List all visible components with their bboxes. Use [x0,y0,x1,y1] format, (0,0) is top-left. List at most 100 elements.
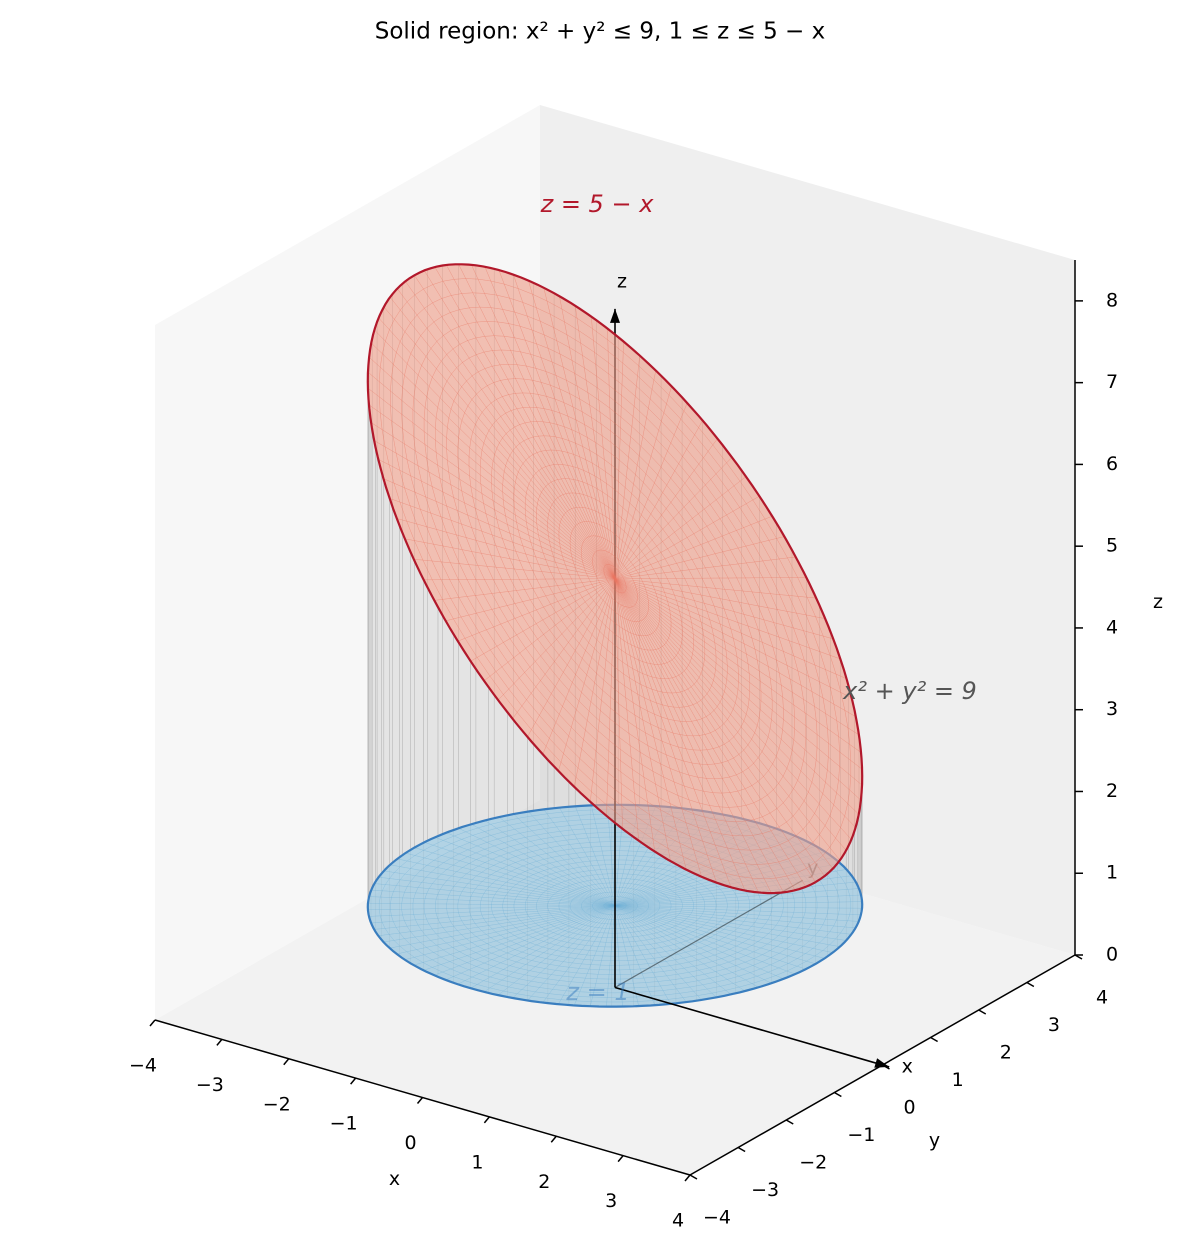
x-tick-label: 1 [471,1151,483,1173]
bottom-disk-cell [424,904,435,909]
bottom-disk-cell [379,897,391,903]
bottom-disk-cell [602,851,611,856]
bottom-disk-cell [403,892,416,898]
x-tick-label: −4 [129,1055,157,1077]
bottom-disk-cell [402,909,414,915]
bottom-disk-cell [760,907,772,911]
bottom-disk-cell [435,904,446,909]
bottom-disk-cell [599,965,610,970]
bottom-disk-cell [772,907,784,912]
bottom-disk-cell [705,904,716,907]
bottom-disk-cell [804,892,817,898]
bottom-disk-cell [469,900,481,904]
bottom-disk-cell [536,905,547,907]
bottom-disk-cell [492,905,503,908]
bottom-disk-cell [435,909,447,914]
x-tick-label: 0 [404,1132,416,1154]
x-arrow-label: x [902,1055,913,1077]
bottom-disk-cell [630,842,641,847]
z-tick-label: 5 [1106,535,1118,557]
chart-title: Solid region: x² + y² ≤ 9, 1 ≤ z ≤ 5 − x [375,19,826,45]
bottom-disk-cell [759,911,771,916]
x-tick-label: −2 [263,1093,291,1115]
bottom-disk-cell [469,904,480,908]
bottom-disk-cell [621,837,632,842]
bottom-disk-cell [447,904,458,909]
bottom-disk-cell [619,851,628,856]
bottom-disk-cell [618,947,626,952]
x-axis-label: x [389,1168,400,1190]
bottom-disk-cell [424,899,436,904]
bottom-disk-cell [739,904,750,908]
bottom-disk-cell [603,951,612,956]
bottom-disk-cell [727,904,738,907]
bottom-disk-cell [716,907,728,910]
bottom-disk-cell [597,828,610,833]
x-tick [150,1020,155,1026]
annotation: z = 5 − x [540,190,655,218]
bottom-disk-cell [458,908,470,912]
x-tick [551,1136,556,1142]
bottom-disk-cell [402,904,413,910]
y-tick [690,1175,697,1179]
bottom-disk-cell [770,912,783,917]
bottom-disk-cell [503,902,515,905]
bottom-disk-cell [815,913,828,919]
bottom-disk-cell [492,898,504,902]
bottom-disk-cell [806,902,817,907]
bottom-disk-cell [368,903,379,910]
z-tick-label: 6 [1106,453,1118,475]
bottom-disk-cell [604,947,612,952]
x-tick [351,1078,356,1084]
bottom-disk-cell [795,903,806,908]
bottom-disk-cell [414,914,427,920]
bottom-disk-cell [851,902,862,909]
bottom-disk-cell [794,898,806,903]
z-arrow-label: z [617,270,627,292]
z-tick-label: 4 [1106,616,1118,638]
bottom-disk-cell [481,897,493,901]
bottom-disk-cell [591,960,602,965]
y-tick-label: −3 [751,1179,779,1201]
bottom-disk-cell [599,837,610,842]
bottom-disk-cell [402,898,414,904]
z-tick-label: 1 [1106,862,1118,884]
x-tick [484,1117,489,1123]
y-tick [931,1038,938,1042]
bottom-disk-cell [390,904,401,910]
bottom-disk-cell [716,904,727,907]
bottom-disk-cell [727,907,739,910]
x-tick-label: 4 [672,1210,684,1232]
bottom-disk-cell [403,915,416,921]
y-tick-label: 0 [903,1097,915,1119]
bottom-disk-cell [603,855,611,860]
bottom-disk-cell [413,909,425,915]
x-tick-label: −3 [196,1074,224,1096]
bottom-disk-cell [748,911,760,915]
bottom-disk-cell [425,894,438,900]
bottom-disk-cell [671,906,683,908]
bottom-disk-cell [596,823,610,828]
bottom-disk-cell [589,965,600,970]
annotation: z = 1 [565,978,629,1006]
bottom-disk-cell [620,965,631,970]
bottom-disk-cell [458,904,469,908]
y-tick [738,1148,745,1152]
x-tick [685,1175,690,1181]
bottom-disk-cell [595,819,609,824]
bottom-disk-cell [783,907,795,912]
y-tick-label: 3 [1048,1014,1060,1036]
bottom-disk-cell [826,890,839,896]
bottom-disk-cell [593,956,603,961]
y-tick [834,1093,841,1097]
bottom-disk-cell [587,969,599,974]
bottom-disk-cell [424,909,436,914]
bottom-disk-cell [606,938,612,943]
bottom-disk-cell [617,874,623,879]
bottom-disk-cell [602,956,611,961]
bottom-disk-cell [548,903,560,905]
x-tick [618,1156,623,1162]
z-tick-label: 8 [1106,289,1118,311]
bottom-disk-cell [436,894,449,899]
y-tick-label: −4 [703,1207,731,1229]
